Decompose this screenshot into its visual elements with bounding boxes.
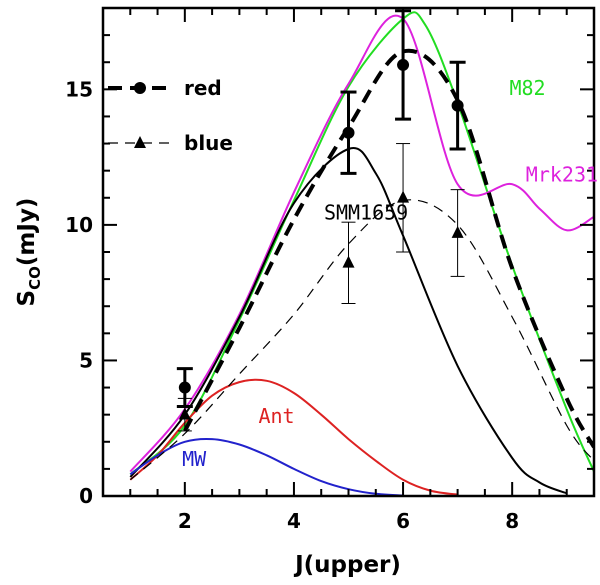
y-tick-label: 10: [65, 213, 93, 237]
data-point-blue: [451, 225, 464, 238]
y-tick-label: 0: [79, 484, 93, 508]
data-point-red: [397, 58, 410, 71]
y-axis-label-sub: CO: [26, 266, 44, 290]
series-line-red: [183, 48, 594, 449]
legend-marker-blue: [134, 136, 146, 148]
model-label-m82: M82: [509, 76, 545, 100]
data-point-red: [178, 381, 191, 394]
model-label-mw: MW: [182, 447, 207, 471]
model-curve-smm1659: [129, 147, 568, 495]
data-point-blue: [178, 407, 191, 420]
model-curve-ant: [129, 378, 458, 496]
data-point-red: [342, 126, 355, 139]
y-axis-label-main: S: [14, 290, 40, 307]
y-tick-label: 15: [65, 77, 93, 101]
x-tick-label: 8: [505, 509, 519, 533]
series-line-blue: [129, 199, 594, 481]
x-tick-label: 4: [287, 509, 301, 533]
model-label-smm1659: SMM1659: [324, 200, 408, 224]
x-tick-label: 6: [396, 509, 410, 533]
y-axis-label-unit: (mJy): [14, 198, 40, 267]
data-point-blue: [342, 255, 355, 268]
model-label-ant: Ant: [258, 404, 294, 428]
x-tick-label: 2: [178, 509, 192, 533]
data-point-red: [451, 99, 464, 112]
y-axis-label: SCO(mJy): [14, 198, 44, 307]
model-label-mrk231: Mrk231: [526, 163, 598, 187]
model-curve-mrk231: [129, 14, 594, 473]
plot-frame: [101, 6, 596, 498]
x-axis-label: J(upper): [293, 552, 401, 578]
model-curve-mw: [129, 437, 404, 496]
legend-label-blue: blue: [184, 131, 233, 155]
legend-label-red: red: [184, 76, 222, 100]
data-point-blue: [397, 190, 410, 203]
y-tick-label: 5: [79, 348, 93, 372]
legend-marker-red: [134, 82, 146, 94]
